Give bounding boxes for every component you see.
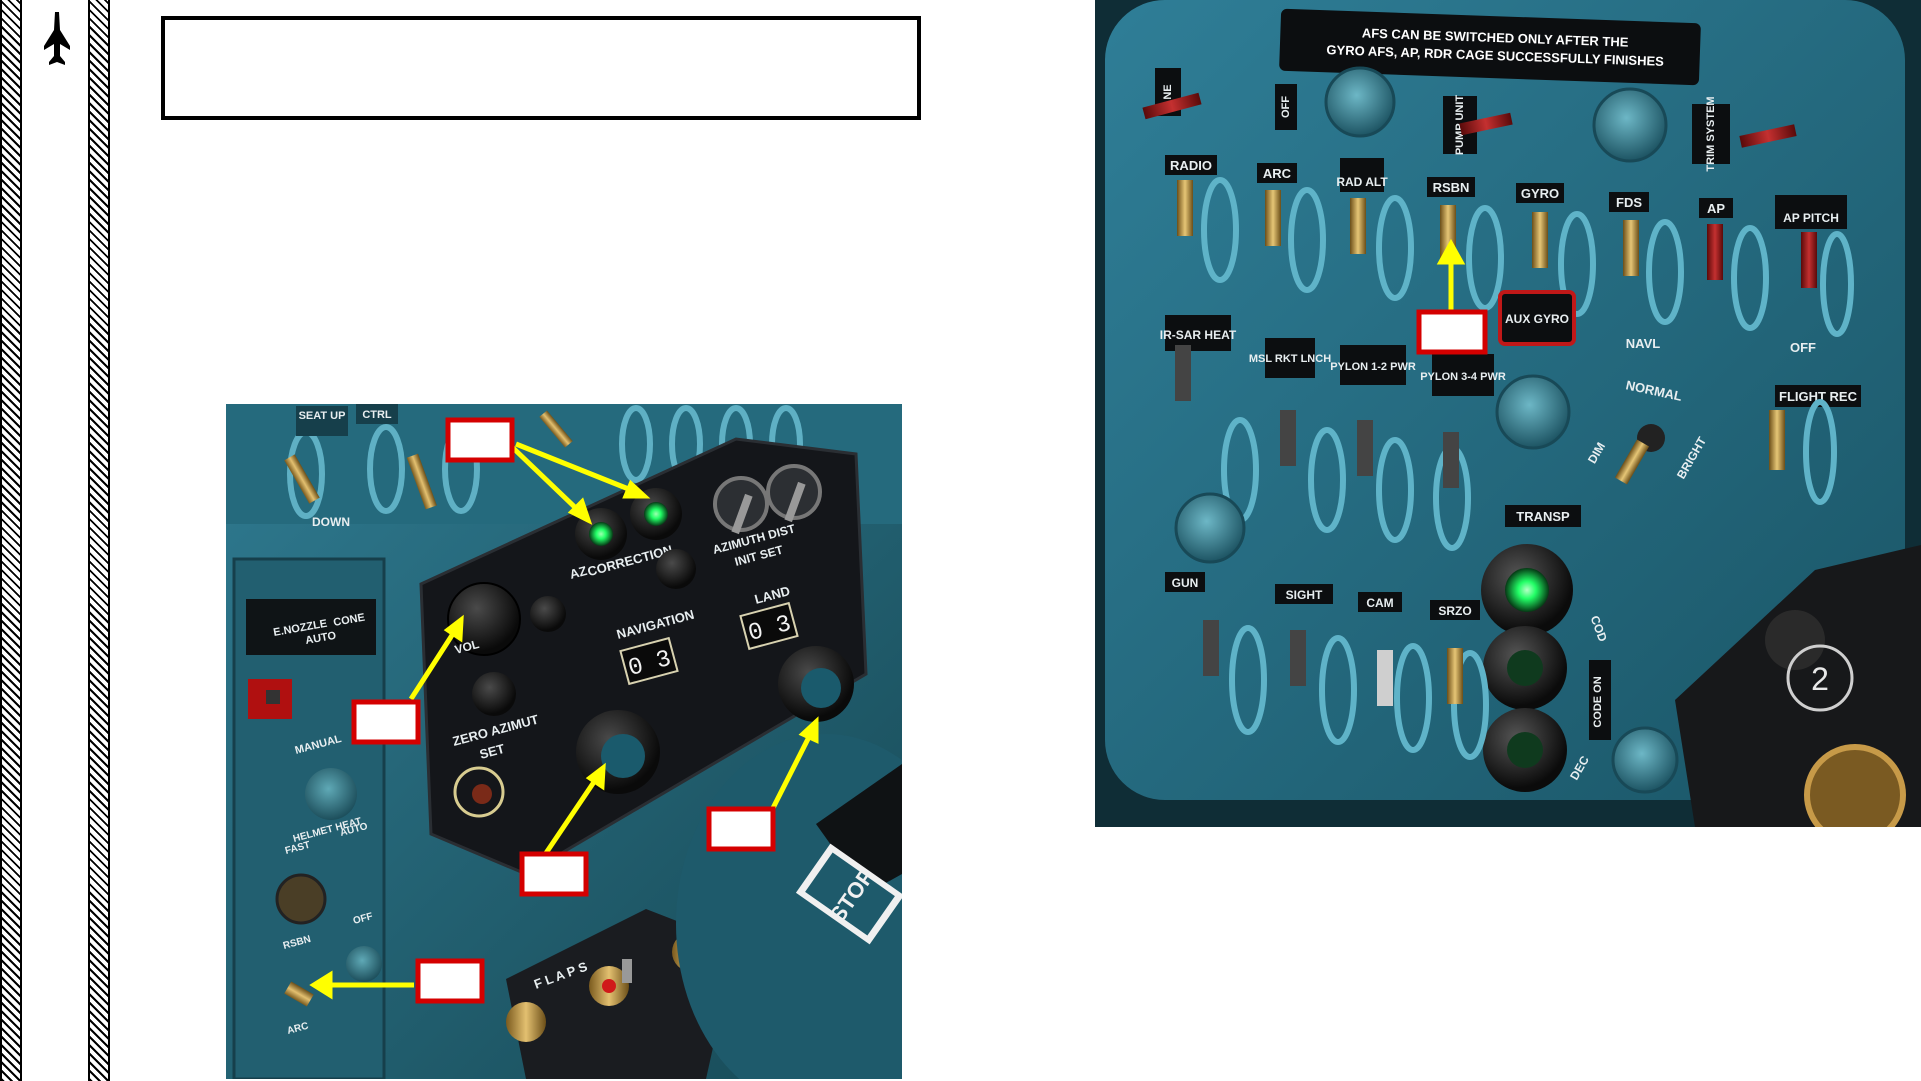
label-ir-sar-heat: IR-SAR HEAT xyxy=(1160,328,1237,342)
label-sight: SIGHT xyxy=(1286,588,1323,602)
label-radio: RADIO xyxy=(1170,158,1212,173)
callout-box-4 xyxy=(706,806,776,852)
label-ctrl: CTRL xyxy=(362,409,392,421)
page-title xyxy=(165,20,917,80)
label-off-right: OFF xyxy=(1790,340,1816,355)
label-set: SET xyxy=(478,741,506,762)
label-off: OFF xyxy=(352,911,374,927)
callout-box-2 xyxy=(351,699,421,745)
label-transp: TRANSP xyxy=(1516,509,1570,524)
label-pylon-34-pwr: PYLON 3-4 PWR xyxy=(1420,371,1506,383)
label-arc: ARC xyxy=(286,1021,310,1037)
callout-box-1 xyxy=(445,417,515,463)
label-vol: VOL xyxy=(453,637,480,657)
left-callout-boxes xyxy=(351,417,776,1004)
cockpit-right-panel-photo: AFS CAN BE SWITCHED ONLY AFTER THE GYRO … xyxy=(1095,0,1921,827)
sidebar-icon-area xyxy=(24,0,90,90)
jet-aircraft-icon xyxy=(44,12,70,65)
label-rad-alt: RAD ALT xyxy=(1336,175,1388,189)
label-seat-up: SEAT UP xyxy=(299,410,346,422)
callout-box-5 xyxy=(415,958,485,1004)
label-fds: FDS xyxy=(1616,195,1642,210)
label-cam: CAM xyxy=(1366,596,1393,610)
label-code-on: CODE ON xyxy=(1592,676,1604,727)
label-aux-gyro: AUX GYRO xyxy=(1505,312,1569,326)
label-pylon-12-pwr: PYLON 1-2 PWR xyxy=(1330,361,1416,373)
label-arc-r: ARC xyxy=(1263,166,1292,181)
label-auto: AUTO xyxy=(304,630,337,647)
label-rsbn-r: RSBN xyxy=(1433,180,1470,195)
label-srzo: SRZO xyxy=(1438,604,1471,618)
callout-box-3 xyxy=(519,851,589,897)
label-flight-rec: FLIGHT REC xyxy=(1779,389,1858,404)
label-navl: NAVL xyxy=(1626,336,1660,351)
label-ap: AP xyxy=(1707,201,1725,216)
sidebar-hatch-right xyxy=(88,0,110,1081)
title-box xyxy=(161,16,921,120)
callout-box-6 xyxy=(1416,309,1488,355)
label-down: DOWN xyxy=(312,515,350,529)
label-msl-rkt-lnch: MSL RKT LNCH xyxy=(1249,353,1331,365)
sidebar-hatch-left xyxy=(0,0,22,1081)
label-ap-pitch: AP PITCH xyxy=(1783,211,1839,225)
label-gun: GUN xyxy=(1172,576,1199,590)
cockpit-left-panel-photo: SEAT UP CTRL DOWN E.NOZZLE CONE AUTO MAN… xyxy=(226,404,902,1079)
label-trim-system: TRIM SYSTEM xyxy=(1705,96,1717,171)
label-panel-number: 2 xyxy=(1811,661,1829,697)
label-az: AZ xyxy=(568,563,589,582)
label-ne: NE xyxy=(1162,84,1174,99)
label-off-top: OFF xyxy=(1280,96,1292,118)
label-cone: CONE xyxy=(332,612,365,629)
label-gyro: GYRO xyxy=(1521,186,1559,201)
